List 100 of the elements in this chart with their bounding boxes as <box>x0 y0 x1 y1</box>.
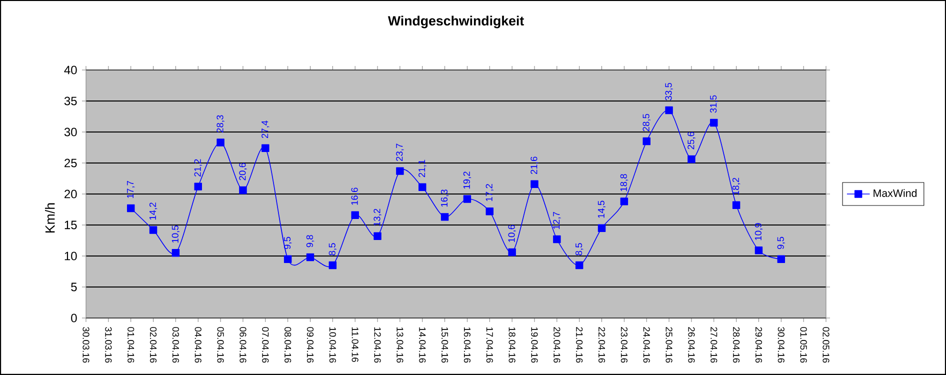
x-tick-label: 29.04.16 <box>755 327 762 363</box>
y-tick-label: 0 <box>71 314 77 322</box>
point <box>284 255 292 263</box>
data-label: 9,8 <box>306 235 314 248</box>
point <box>710 118 718 127</box>
point <box>620 198 628 206</box>
point <box>172 249 180 257</box>
x-tick-label: 12.04.16 <box>374 327 381 363</box>
data-label: 19,2 <box>463 172 472 189</box>
x-tick-label: 09.04.16 <box>306 327 314 363</box>
data-label: 10,9 <box>754 223 763 240</box>
y-tick-label: 35 <box>64 96 77 106</box>
point <box>374 232 382 240</box>
data-label: 21,1 <box>418 160 426 178</box>
y-tick-label: 10 <box>64 252 77 260</box>
point <box>262 144 270 152</box>
y-tick-label: 15 <box>64 220 77 230</box>
data-label: 17,7 <box>127 180 135 198</box>
data-label: 18,8 <box>620 174 628 192</box>
y-tick-label: 30 <box>64 128 77 136</box>
point <box>440 213 449 221</box>
x-tick-label: 15.04.16 <box>441 327 448 363</box>
x-tick-label: 16.04.16 <box>464 327 471 363</box>
x-tick-label: 05.04.16 <box>217 327 224 363</box>
y-tick-label: 5 <box>71 282 77 292</box>
x-tick-label: 26.04.16 <box>688 327 695 363</box>
x-tick-label: 25.04.16 <box>666 327 672 363</box>
x-tick-label: 08.04.16 <box>284 327 292 363</box>
point <box>575 261 584 270</box>
data-label: 14,5 <box>598 200 606 218</box>
point <box>777 255 786 263</box>
data-label: 10,5 <box>172 226 180 243</box>
x-tick-label: 13.04.16 <box>396 327 404 363</box>
point <box>688 155 696 164</box>
x-tick-label: 28.04.16 <box>733 327 740 363</box>
point <box>216 138 224 146</box>
x-tick-label: 31.03.16 <box>105 327 112 363</box>
point <box>351 211 359 219</box>
data-label: 25,6 <box>688 132 696 150</box>
data-label: 23,7 <box>396 144 404 161</box>
point <box>149 226 158 234</box>
point <box>508 248 516 256</box>
point <box>553 235 561 244</box>
y-axis-title: Km/h <box>44 203 55 232</box>
x-tick-label: 23.04.16 <box>620 327 628 363</box>
data-label: 9,5 <box>284 236 292 250</box>
x-tick-label: 18.04.16 <box>508 327 516 363</box>
x-tick-label: 02.04.16 <box>150 327 157 363</box>
y-tick-label: 20 <box>64 190 77 198</box>
point <box>642 137 650 146</box>
data-label: 33,5 <box>665 82 673 100</box>
data-label: 28,3 <box>216 115 224 132</box>
x-tick-label: 20.04.16 <box>554 327 560 363</box>
data-label: 31,5 <box>710 95 718 113</box>
x-tick-label: 19.04.16 <box>531 327 538 363</box>
data-label: 10,6 <box>508 224 516 242</box>
point <box>732 201 740 210</box>
point <box>328 261 337 270</box>
point <box>463 195 472 203</box>
x-tick-label: 17.04.16 <box>486 327 493 363</box>
x-tick-label: 22.04.16 <box>598 327 606 363</box>
point <box>530 180 538 188</box>
x-tick-label: 21.04.16 <box>576 327 583 363</box>
data-label: 16,6 <box>351 188 359 205</box>
data-label: 13,2 <box>374 208 382 226</box>
point <box>598 224 606 232</box>
data-label: 18,2 <box>732 178 740 195</box>
data-label: 27,4 <box>262 120 270 138</box>
x-tick-label: 04.04.16 <box>194 327 202 363</box>
x-tick-label: 02.05.16 <box>822 327 830 363</box>
x-tick-label: 01.05.16 <box>800 327 807 363</box>
data-label: 14,2 <box>149 202 158 220</box>
x-tick-label: 30.04.16 <box>778 327 784 363</box>
x-tick-label: 30.03.16 <box>82 327 90 363</box>
data-label: 20,6 <box>239 162 247 180</box>
point <box>194 182 202 190</box>
point <box>665 106 673 114</box>
data-label: 28,5 <box>642 114 650 132</box>
data-label: 17,2 <box>486 184 494 202</box>
data-label: 8,5 <box>328 243 337 256</box>
y-tick-label: 40 <box>64 66 77 74</box>
point <box>126 204 135 212</box>
x-tick-label: 27.04.16 <box>710 327 718 363</box>
point <box>418 183 426 192</box>
point <box>486 207 494 216</box>
point <box>396 167 404 175</box>
x-tick-label: 07.04.16 <box>262 327 269 363</box>
point <box>239 186 247 194</box>
x-tick-label: 03.04.16 <box>172 327 179 363</box>
x-tick-label: 24.04.16 <box>643 327 650 363</box>
data-label: 12,7 <box>553 212 561 229</box>
data-label: 8,5 <box>575 243 584 256</box>
x-tick-label: 06.04.16 <box>240 327 246 363</box>
x-tick-label: 11.04.16 <box>352 327 358 362</box>
x-tick-label: 14.04.16 <box>419 327 426 363</box>
chart-title: Windgeschwindigkeit <box>388 16 524 28</box>
data-label: 16,3 <box>440 190 449 207</box>
legend-label: MaxWind <box>874 189 917 197</box>
data-label: 9,5 <box>777 236 786 250</box>
data-label: 21,2 <box>194 159 202 176</box>
